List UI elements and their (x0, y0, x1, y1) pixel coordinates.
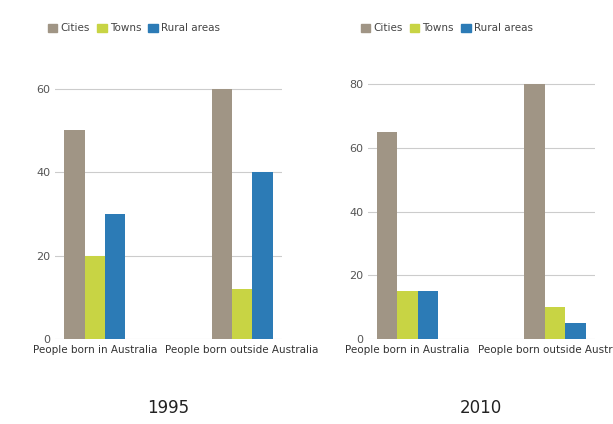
Bar (545, 307, 565, 339)
Legend: Cities, Towns, Rural areas: Cities, Towns, Rural areas (44, 19, 224, 37)
Bar (64, 131, 85, 339)
Bar (524, 84, 545, 339)
Bar (85, 256, 105, 339)
Bar (253, 172, 273, 339)
Legend: Cities, Towns, Rural areas: Cities, Towns, Rural areas (357, 19, 537, 37)
Bar (377, 132, 397, 339)
Bar (565, 323, 585, 339)
Bar (211, 89, 232, 339)
Bar (232, 289, 253, 339)
Text: 1995: 1995 (148, 399, 189, 417)
Text: 2010: 2010 (460, 399, 503, 417)
Bar (397, 291, 418, 339)
Bar (418, 291, 438, 339)
Bar (105, 214, 126, 339)
